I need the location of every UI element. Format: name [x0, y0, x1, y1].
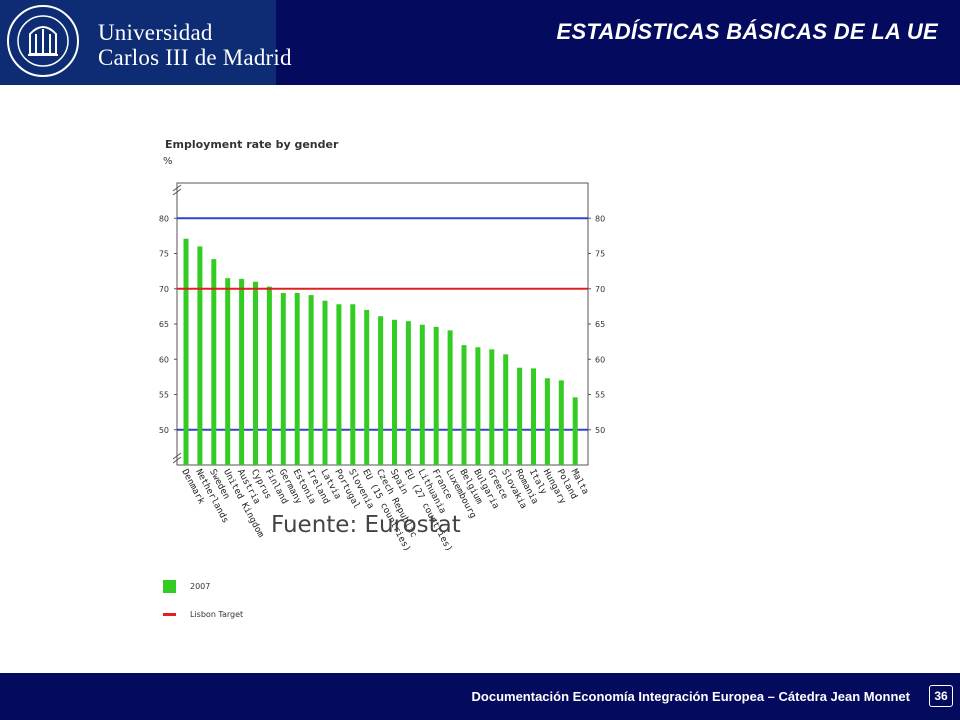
bar	[392, 319, 397, 465]
bar	[294, 292, 300, 465]
bar	[461, 345, 467, 465]
bar	[475, 347, 481, 465]
y-axis-unit: %	[163, 156, 173, 167]
university-name: Universidad Carlos III de Madrid	[98, 20, 292, 70]
legend-lisbon-label: Lisbon Target	[190, 610, 244, 619]
bar	[308, 295, 314, 465]
y-tick-label-left: 65	[159, 320, 169, 329]
legend-lisbon-swatch	[163, 613, 176, 616]
y-tick-label-right: 55	[595, 391, 605, 400]
y-tick-label-right: 65	[595, 320, 605, 329]
y-tick-label-left: 75	[159, 250, 169, 259]
university-name-line2: Carlos III de Madrid	[98, 45, 292, 70]
bar	[558, 380, 564, 465]
y-tick-label-left: 55	[159, 391, 169, 400]
y-tick-label-right: 70	[595, 285, 605, 294]
y-tick-label-left: 50	[159, 426, 169, 435]
axis-break-top	[172, 184, 182, 196]
bar	[322, 300, 328, 465]
bar	[405, 321, 411, 465]
bar	[266, 286, 272, 465]
slide-title: ESTADÍSTICAS BÁSICAS DE LA UE	[556, 19, 938, 44]
bar	[197, 246, 203, 465]
y-tick-label-right: 60	[595, 355, 605, 364]
y-tick-label-right: 50	[595, 426, 605, 435]
bar	[336, 304, 342, 465]
bar	[253, 281, 258, 465]
axis-break-bottom	[172, 452, 182, 464]
header-bar: Universidad Carlos III de Madrid ESTADÍS…	[0, 0, 960, 85]
bar	[517, 367, 523, 465]
bar	[531, 368, 536, 465]
bar	[378, 316, 384, 465]
bar	[280, 292, 286, 465]
bar	[433, 326, 439, 465]
page-number: 36	[929, 685, 953, 707]
university-logo: Universidad Carlos III de Madrid	[0, 0, 292, 85]
y-tick-label-left: 60	[159, 355, 169, 364]
legend-2007-label: 2007	[190, 582, 211, 591]
footer-text: Documentación Economía Integración Europ…	[471, 689, 910, 704]
y-tick-label-left: 70	[159, 285, 169, 294]
y-tick-label-right: 80	[595, 214, 605, 223]
bar	[419, 324, 425, 465]
chart-figure: Employment rate by gender % 50 50 55 55 60 60…	[150, 128, 610, 628]
university-name-line1: Universidad	[98, 20, 213, 45]
bar	[225, 278, 231, 465]
legend-2007-swatch	[163, 580, 176, 593]
bar	[364, 309, 370, 465]
y-tick-label-right: 75	[595, 250, 605, 259]
bar	[503, 354, 509, 465]
footer-bar: Documentación Economía Integración Europ…	[0, 673, 960, 720]
bar	[489, 349, 495, 465]
bar	[350, 304, 356, 465]
university-seal-icon	[7, 5, 79, 77]
bar	[447, 330, 453, 465]
bar	[572, 397, 578, 465]
bar	[239, 278, 245, 465]
bar	[211, 259, 217, 465]
bar	[544, 378, 550, 465]
source-label: Fuente: Eurostat	[271, 512, 461, 538]
chart-title: Employment rate by gender	[165, 138, 339, 151]
y-tick-label-left: 80	[159, 214, 169, 223]
bar	[183, 238, 189, 465]
